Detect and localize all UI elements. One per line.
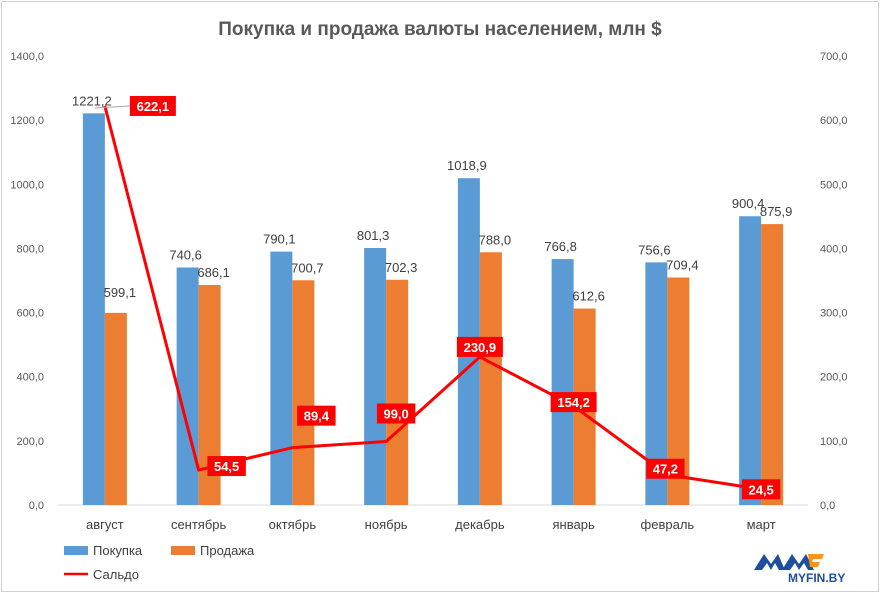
category-label: август [86, 517, 124, 532]
right-axis-tick-label: 700,0 [820, 51, 848, 63]
category-label: декабрь [455, 517, 505, 532]
saldo-label-box [376, 403, 416, 424]
saldo-label: 622,1 [137, 99, 170, 114]
right-axis-tick-label: 500,0 [820, 179, 848, 191]
label-pokupka: 740,6 [169, 247, 202, 262]
saldo-label-box [646, 458, 685, 479]
saldo-label: 54,5 [214, 459, 239, 474]
saldo-label: 89,4 [304, 409, 330, 424]
right-axis-tick-label: 300,0 [820, 308, 848, 320]
bar-prodazha [479, 252, 502, 505]
label-prodazha: 702,3 [385, 260, 418, 275]
left-axis-tick-label: 800,0 [16, 243, 44, 255]
label-pokupka: 900,4 [732, 196, 765, 211]
chart-title: Покупка и продажа валюты населением, млн… [218, 19, 662, 40]
saldo-label: 47,2 [653, 462, 678, 477]
right-axis-tick-label: 0,0 [820, 500, 835, 512]
bar-pokupka [364, 248, 387, 505]
label-pokupka: 756,6 [638, 242, 671, 257]
saldo-label-box [207, 456, 246, 477]
bar-pokupka [176, 267, 199, 505]
brand-text: MYFIN.BY [788, 571, 845, 585]
label-prodazha: 686,1 [197, 265, 230, 280]
bars [82, 113, 784, 505]
left-axis-tick-label: 0,0 [29, 500, 44, 512]
left-axis-tick-label: 200,0 [16, 436, 44, 448]
bar-pokupka [739, 216, 762, 505]
category-label: январь [553, 517, 595, 532]
saldo-label-box [297, 405, 336, 426]
label-prodazha: 700,7 [291, 260, 324, 275]
data-labels: 1221,2 599,1 740,6 686,1 790,1 700,7 801,3 702,… [72, 93, 793, 500]
saldo-label: 230,9 [464, 340, 497, 355]
legend: Покупка Продажа Сальдо [64, 543, 255, 582]
category-label: март [747, 517, 776, 532]
left-axis-tick-label: 1400,0 [10, 51, 44, 63]
saldo-label: 24,5 [748, 482, 773, 497]
logo-mark-m [754, 554, 785, 570]
label-pokupka: 766,8 [544, 239, 577, 254]
left-axis-tick-label: 1200,0 [10, 115, 44, 127]
right-axis-tick-label: 600,0 [820, 115, 848, 127]
label-prodazha: 709,4 [666, 257, 699, 272]
saldo-label-box [550, 392, 597, 413]
right-axis-tick-label: 400,0 [820, 243, 848, 255]
saldo-label-box [456, 336, 503, 357]
legend-swatch-pokupka [64, 546, 88, 555]
bar-prodazha [386, 279, 409, 505]
legend-label-prodazha: Продажа [200, 543, 255, 558]
bar-prodazha [198, 284, 221, 505]
bar-pokupka [270, 251, 293, 505]
logo-mark-f [808, 554, 824, 567]
myfin-logo: MYFIN.BY [754, 554, 845, 585]
legend-label-pokupka: Покупка [93, 543, 143, 558]
label-pokupka: 801,3 [357, 228, 390, 243]
bar-prodazha [292, 280, 315, 505]
saldo-label: 154,2 [557, 395, 590, 410]
label-prodazha: 599,1 [104, 285, 137, 300]
label-pokupka: 1221,2 [72, 93, 112, 108]
right-axis-tick-label: 200,0 [820, 372, 848, 384]
saldo-label-box [741, 479, 781, 500]
bar-pokupka [551, 259, 574, 505]
category-label: ноябрь [365, 517, 408, 532]
category-label: октябрь [269, 517, 317, 532]
label-prodazha: 788,0 [479, 232, 512, 247]
bar-prodazha [761, 224, 784, 505]
label-prodazha: 612,6 [572, 289, 605, 304]
saldo-label-box [129, 95, 176, 116]
legend-swatch-prodazha [171, 546, 195, 555]
category-label: февраль [641, 517, 695, 532]
left-axis-tick-label: 400,0 [16, 372, 44, 384]
category-label: сентябрь [171, 517, 227, 532]
saldo-label: 99,0 [383, 406, 408, 421]
saldo-leader-line [94, 105, 130, 109]
axes: 0,0 200,0 400,0 600,0 800,0 1000,0 1200,0 1400,… [10, 51, 847, 532]
bar-pokupka [82, 113, 105, 505]
bar-pokupka [645, 262, 668, 505]
legend-label-saldo: Сальдо [93, 567, 139, 582]
label-pokupka: 1018,9 [447, 158, 487, 173]
label-pokupka: 790,1 [263, 232, 296, 247]
left-axis-tick-label: 600,0 [16, 308, 44, 320]
logo-mark-n [782, 554, 814, 570]
right-axis-tick-label: 100,0 [820, 436, 848, 448]
label-prodazha: 875,9 [760, 204, 793, 219]
bar-prodazha [104, 312, 127, 505]
bar-prodazha [667, 277, 690, 505]
left-axis-tick-label: 1000,0 [10, 179, 44, 191]
